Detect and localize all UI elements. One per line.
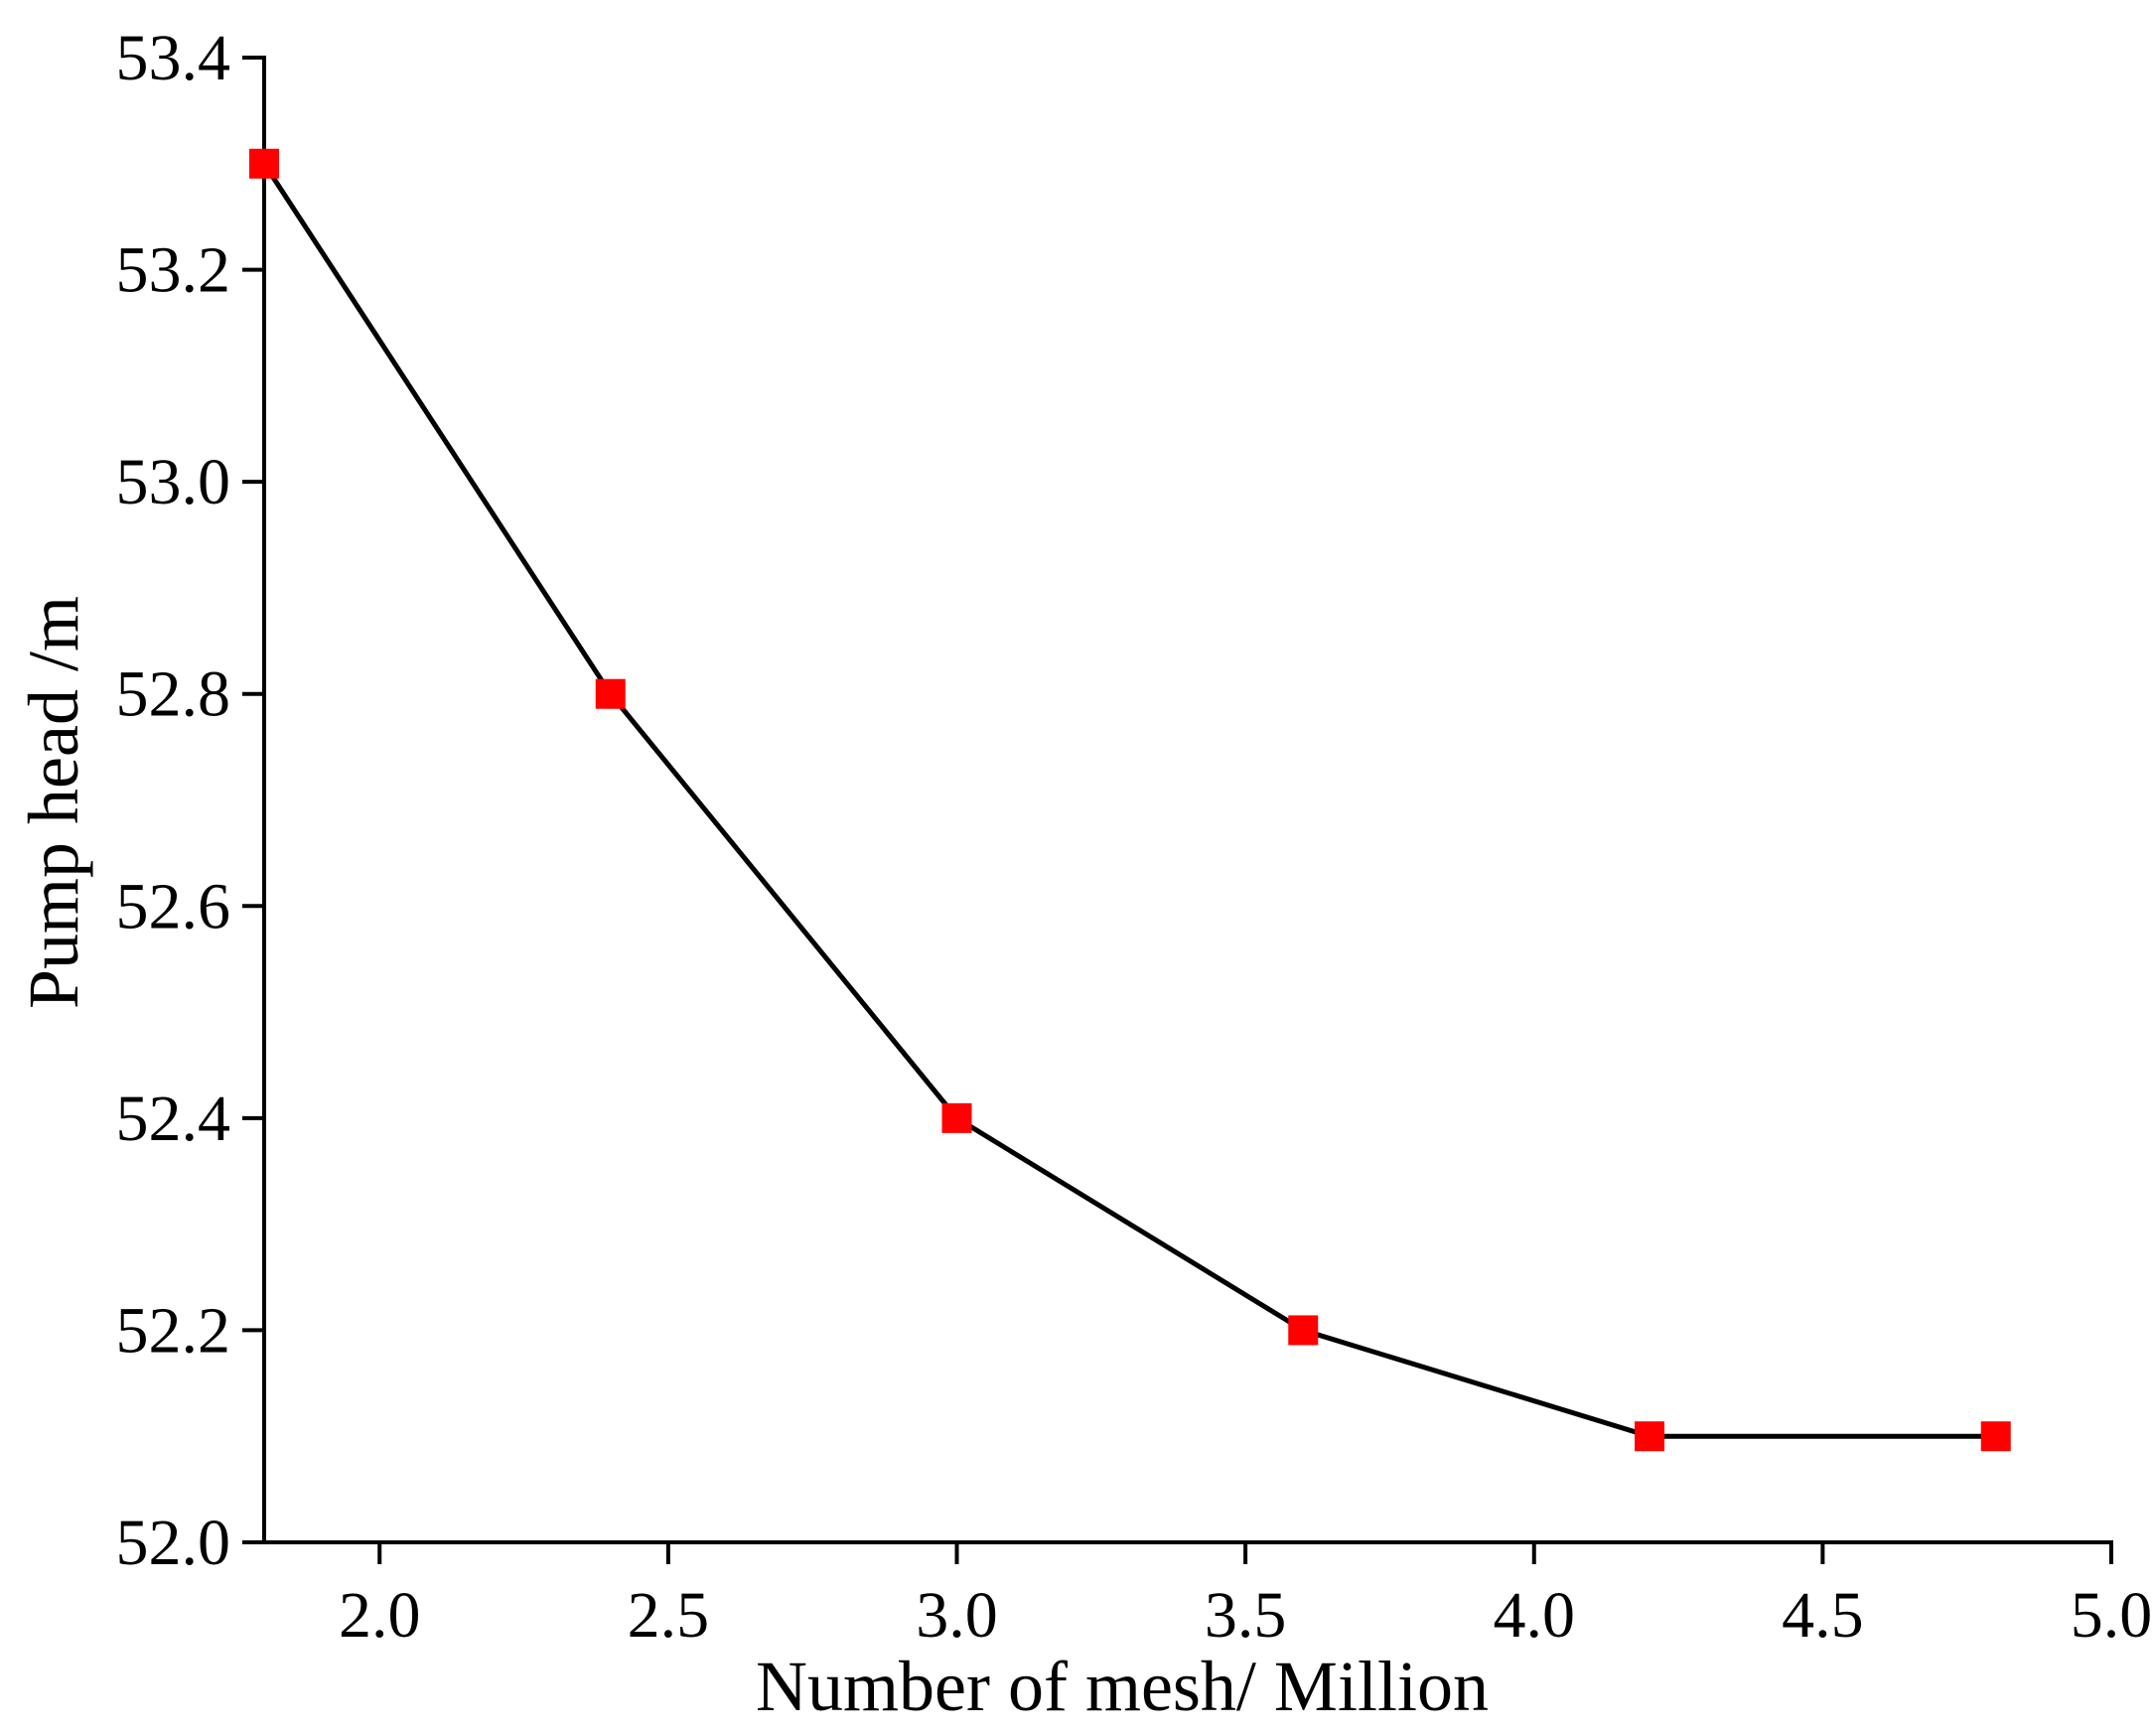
x-tick-label: 4.5	[1782, 1579, 1864, 1652]
y-tick-label: 52.6	[116, 870, 231, 942]
y-tick-label: 53.4	[116, 22, 231, 94]
data-point-marker	[249, 148, 279, 179]
y-tick-label: 52.8	[116, 658, 231, 731]
data-point-marker	[1288, 1315, 1319, 1346]
x-tick-label: 3.0	[916, 1579, 998, 1652]
series	[249, 148, 2011, 1452]
y-tick-label: 53.0	[116, 446, 231, 518]
x-tick-label: 2.0	[339, 1579, 421, 1652]
data-point-marker	[941, 1102, 972, 1133]
x-axis-title: Number of mesh/ Million	[756, 1647, 1489, 1726]
axes	[262, 56, 2113, 1544]
y-axis-title: Pump head /m	[14, 596, 93, 1009]
x-tick-label: 5.0	[2071, 1579, 2153, 1652]
y-tick-label: 53.2	[116, 234, 231, 307]
data-point-marker	[595, 678, 626, 709]
y-tick-label: 52.4	[116, 1083, 231, 1155]
ticks: 2.0 2.5 3.0 3.5 4.0 4.5 5.0 52.0 52.2 52.4 52.6 52.…	[116, 22, 2153, 1652]
y-tick-label: 52.0	[116, 1507, 231, 1579]
labels: Number of mesh/ Million Pump head /m	[14, 596, 1489, 1726]
data-point-marker	[1635, 1421, 1664, 1452]
x-tick-label: 2.5	[628, 1579, 710, 1652]
data-point-marker	[1980, 1421, 2011, 1452]
x-tick-label: 3.5	[1205, 1579, 1287, 1652]
x-tick-label: 4.0	[1494, 1579, 1576, 1652]
y-tick-label: 52.2	[116, 1294, 231, 1367]
series-line	[261, 161, 1999, 1439]
